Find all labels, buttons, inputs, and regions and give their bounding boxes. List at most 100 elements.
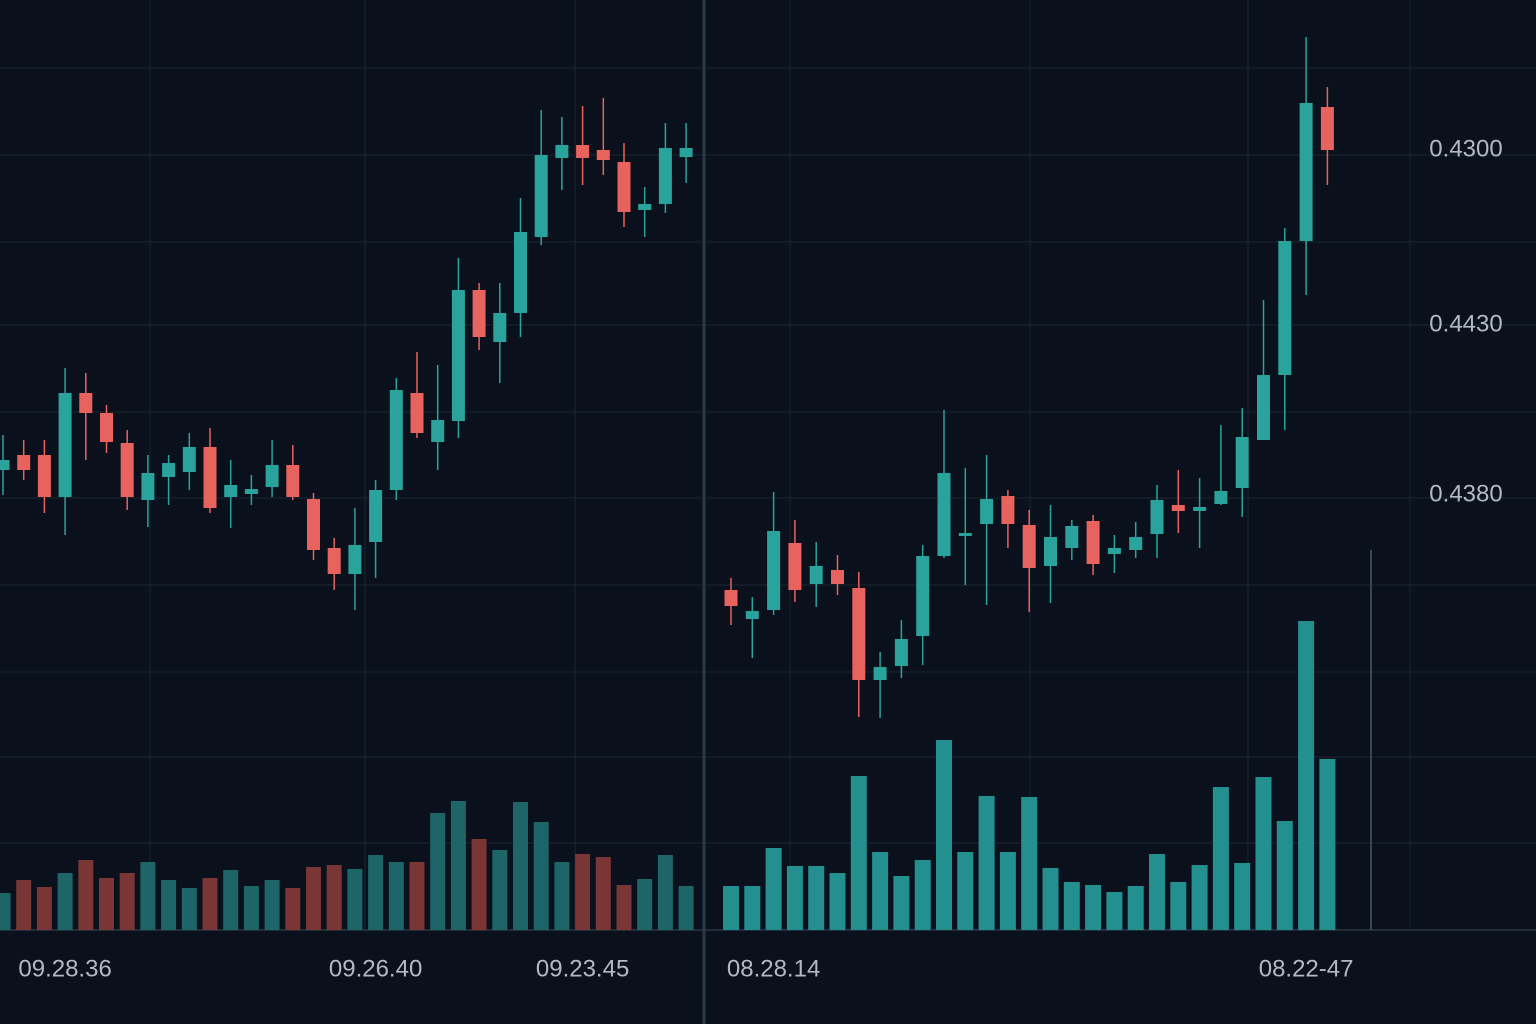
candle-body xyxy=(451,290,465,421)
candle-body xyxy=(831,570,844,584)
candle-body xyxy=(873,667,887,680)
candle-body xyxy=(534,155,548,237)
candle-body xyxy=(1299,103,1313,241)
volume-bar xyxy=(1234,863,1251,930)
candle-body xyxy=(809,566,823,584)
candle-body xyxy=(182,447,196,472)
candle-body xyxy=(327,548,341,574)
candle-body xyxy=(724,590,738,606)
volume-bar xyxy=(264,880,280,930)
time-label: 09.26.40 xyxy=(329,955,422,982)
candle-body xyxy=(514,232,527,313)
candle-body xyxy=(493,313,507,342)
volume-bar xyxy=(1042,868,1059,930)
candle-body xyxy=(472,290,486,337)
volume-bar xyxy=(850,776,867,930)
candle-body xyxy=(1022,525,1036,568)
volume-bar xyxy=(1170,882,1187,930)
candle-body xyxy=(389,390,403,490)
volume-bar xyxy=(533,822,549,930)
volume-bar xyxy=(744,886,761,930)
candle-body xyxy=(369,490,383,542)
candle-body xyxy=(745,611,759,619)
volume-bar xyxy=(16,880,32,930)
volume-bar xyxy=(893,876,910,930)
volume-bar xyxy=(1149,854,1165,930)
volume-bar xyxy=(808,866,825,930)
candle-body xyxy=(265,465,279,487)
candle-body xyxy=(1171,505,1185,511)
candle-body xyxy=(1257,375,1270,440)
price-label: 0.4430 xyxy=(1429,310,1502,337)
time-label: 08.22-47 xyxy=(1259,955,1354,982)
volume-bar xyxy=(872,852,889,930)
candle-body xyxy=(141,473,155,500)
candle-body xyxy=(58,393,72,497)
volume-bar xyxy=(99,878,114,930)
candle-body xyxy=(555,145,569,158)
volume-bar xyxy=(678,886,694,930)
candle-body xyxy=(224,485,238,497)
volume-bar xyxy=(575,854,591,930)
price-label: 0.4380 xyxy=(1429,480,1502,507)
volume-bar xyxy=(723,886,739,930)
volume-bar xyxy=(1085,885,1102,930)
candle-body xyxy=(788,543,802,590)
candle-body xyxy=(658,148,672,204)
volume-bar xyxy=(1212,787,1229,930)
candle-body xyxy=(852,588,866,680)
time-label: 09.28.36 xyxy=(18,955,111,982)
candle-body xyxy=(1150,500,1164,534)
volume-bar xyxy=(1106,892,1123,930)
candle-body xyxy=(1129,537,1143,550)
candle-body xyxy=(1107,548,1121,554)
volume-bar xyxy=(388,862,404,930)
volume-bar xyxy=(0,893,11,930)
volume-bar xyxy=(306,867,321,930)
candle-body xyxy=(120,443,134,497)
candle-body xyxy=(410,393,424,433)
candle-body xyxy=(937,473,951,556)
volume-bar xyxy=(1319,759,1336,930)
candle-body xyxy=(1065,526,1079,548)
candle-body xyxy=(203,447,217,508)
volume-bar xyxy=(765,848,782,930)
candle-body xyxy=(431,420,445,442)
volume-bar xyxy=(347,869,363,930)
volume-bar xyxy=(1276,821,1293,930)
volume-bar xyxy=(450,801,466,930)
volume-bar xyxy=(1021,797,1038,930)
volume-bar xyxy=(243,886,259,930)
candle-body xyxy=(0,460,10,470)
candle-body xyxy=(638,204,652,210)
volume-bar xyxy=(513,802,528,930)
volume-bar xyxy=(140,862,156,930)
candle-body xyxy=(1320,107,1334,150)
candle-body xyxy=(244,489,258,494)
candle-body xyxy=(1086,521,1100,564)
candle-body xyxy=(576,145,590,158)
volume-bar xyxy=(554,862,570,930)
candle-body xyxy=(1235,437,1249,488)
volume-bar xyxy=(368,855,384,930)
candle-body xyxy=(348,545,362,574)
candle-body xyxy=(596,150,610,160)
time-label: 08.28.14 xyxy=(727,955,820,982)
candle-body xyxy=(958,533,972,536)
candle-body xyxy=(17,455,31,470)
volume-bar xyxy=(161,880,177,930)
volume-bar xyxy=(957,852,974,930)
volume-bar xyxy=(595,857,611,930)
price-label: 0.4300 xyxy=(1429,135,1502,162)
volume-bar xyxy=(409,862,425,930)
volume-bar xyxy=(36,887,52,930)
candle-body xyxy=(162,463,176,477)
candle-body xyxy=(916,556,930,636)
volume-bar xyxy=(202,878,218,930)
candle-body xyxy=(679,148,693,157)
candle-body xyxy=(767,531,781,610)
volume-bar xyxy=(1063,882,1080,930)
volume-bar xyxy=(471,839,487,930)
candle-body xyxy=(894,639,908,666)
